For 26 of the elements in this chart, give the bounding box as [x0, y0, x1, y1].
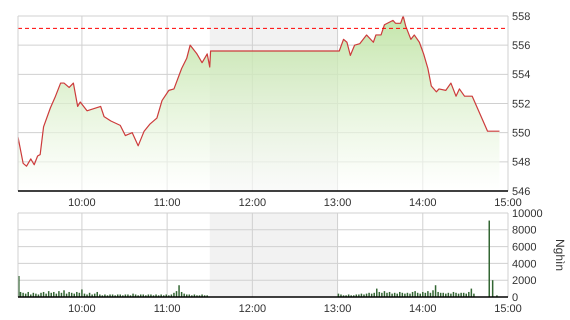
- y-tick-label: 558: [512, 10, 530, 23]
- y-tick-label: 550: [512, 128, 530, 140]
- y-tick-label: 552: [512, 98, 530, 110]
- y-tick-label: 8000: [512, 224, 536, 237]
- y-tick-label: 2000: [512, 275, 536, 288]
- y-tick-label: 6000: [512, 241, 536, 254]
- y-tick-label: 546: [512, 186, 530, 198]
- y-tick-label: 4000: [512, 258, 536, 270]
- y-tick-label: 0: [512, 292, 518, 304]
- x-tick-label: 12:00: [238, 303, 266, 315]
- y-tick-label: 554: [512, 69, 530, 82]
- x-tick-label: 10:00: [68, 197, 96, 209]
- x-tick-label: 11:00: [154, 303, 180, 315]
- x-tick-label: 13:00: [324, 197, 352, 209]
- y-tick-label: 548: [512, 156, 530, 169]
- y-tick-label: 556: [512, 40, 530, 52]
- x-tick-label: 15:00: [494, 197, 522, 209]
- y-axis-title: Nghìn: [553, 238, 567, 272]
- x-tick-label: 12:00: [238, 197, 266, 209]
- y-tick-label: 10000: [512, 208, 543, 220]
- x-tick-label: 13:00: [324, 303, 352, 315]
- x-tick-label: 14:00: [409, 303, 437, 315]
- x-tick-label: 10:00: [68, 303, 96, 315]
- x-tick-label: 15:00: [494, 303, 522, 315]
- x-tick-label: 11:00: [154, 197, 180, 209]
- x-tick-label: 14:00: [409, 197, 437, 209]
